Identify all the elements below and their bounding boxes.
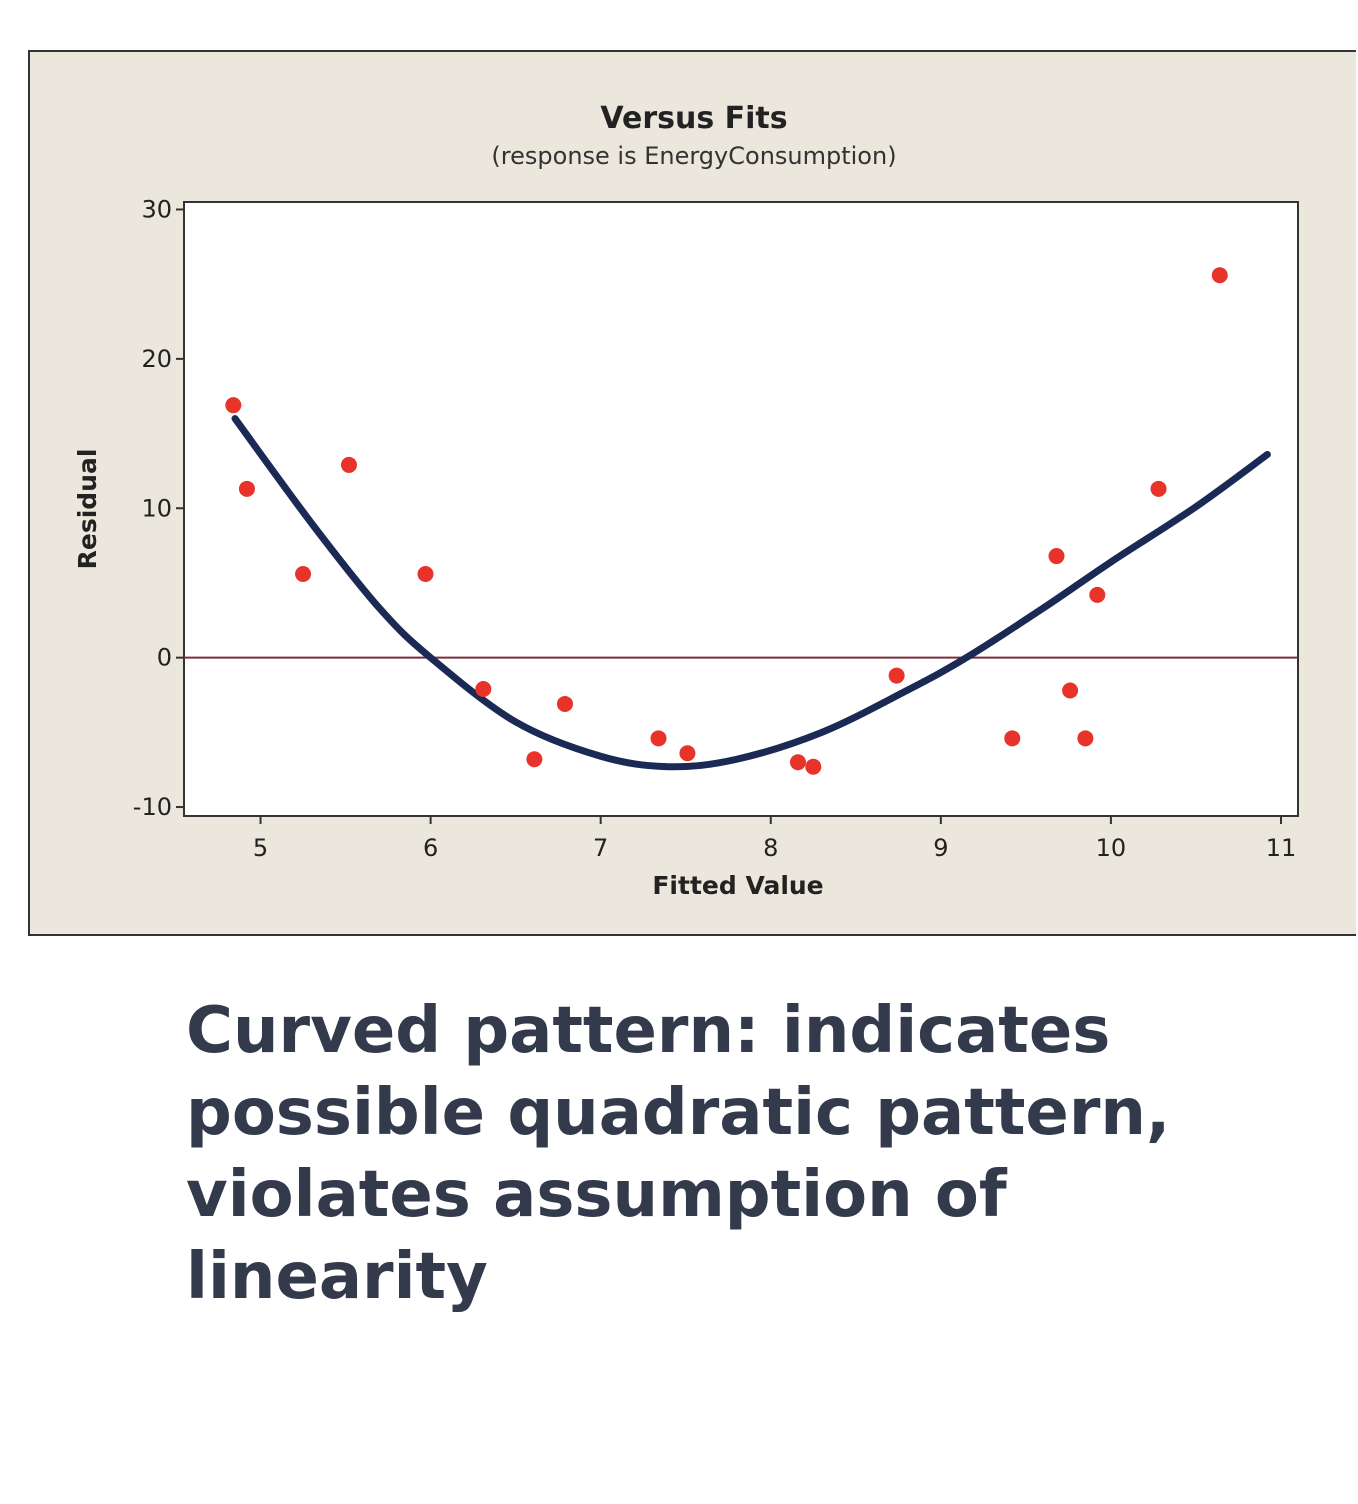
residual-point — [526, 751, 543, 768]
residual-point — [888, 667, 905, 684]
x-tick-label: 8 — [763, 834, 778, 862]
y-tick-label: 20 — [141, 345, 172, 373]
chart-frame: Versus Fits (response is EnergyConsumpti… — [28, 50, 1356, 936]
residual-point — [1062, 682, 1079, 699]
residual-point — [295, 565, 312, 582]
x-tick-label: 6 — [423, 834, 438, 862]
residual-point — [238, 480, 255, 497]
chart-subtitle: (response is EnergyConsumption) — [491, 142, 896, 170]
y-axis: -10 0 10 20 30 — [133, 195, 184, 821]
residual-point — [1150, 480, 1167, 497]
residual-point — [789, 754, 806, 771]
x-tick-label: 7 — [593, 834, 608, 862]
x-tick-label: 5 — [253, 834, 268, 862]
residual-point — [556, 695, 573, 712]
residual-plot: Versus Fits (response is EnergyConsumpti… — [73, 101, 1299, 900]
x-tick-label: 9 — [933, 834, 948, 862]
y-tick-label: 10 — [141, 494, 172, 522]
residual-point — [1077, 730, 1094, 747]
residual-point — [1089, 586, 1106, 603]
x-axis-label: Fitted Value — [652, 871, 823, 900]
x-tick-label: 11 — [1266, 834, 1297, 862]
points-layer — [225, 267, 1228, 775]
chart-title: Versus Fits — [600, 101, 787, 136]
caption-text: Curved pattern: indicates possible quadr… — [186, 994, 1171, 1314]
y-tick-label: -10 — [133, 793, 172, 821]
y-tick-label: 0 — [157, 644, 172, 672]
residual-point — [1004, 730, 1021, 747]
residual-point — [650, 730, 667, 747]
y-axis-label: Residual — [73, 449, 102, 570]
residual-point — [340, 456, 357, 473]
plot-area — [183, 201, 1299, 817]
fit-curve-layer — [231, 415, 1271, 771]
x-tick-label: 10 — [1096, 834, 1127, 862]
residual-point — [225, 397, 242, 414]
quadratic-fit-curve — [231, 415, 1271, 771]
residual-point — [1211, 267, 1228, 284]
residual-point — [679, 745, 696, 762]
residual-point — [475, 681, 492, 698]
residual-point — [417, 565, 434, 582]
y-tick-label: 30 — [141, 195, 172, 223]
x-axis: 5 6 7 8 9 10 11 — [253, 816, 1296, 862]
residual-point — [1048, 548, 1065, 565]
residual-point — [805, 758, 822, 775]
